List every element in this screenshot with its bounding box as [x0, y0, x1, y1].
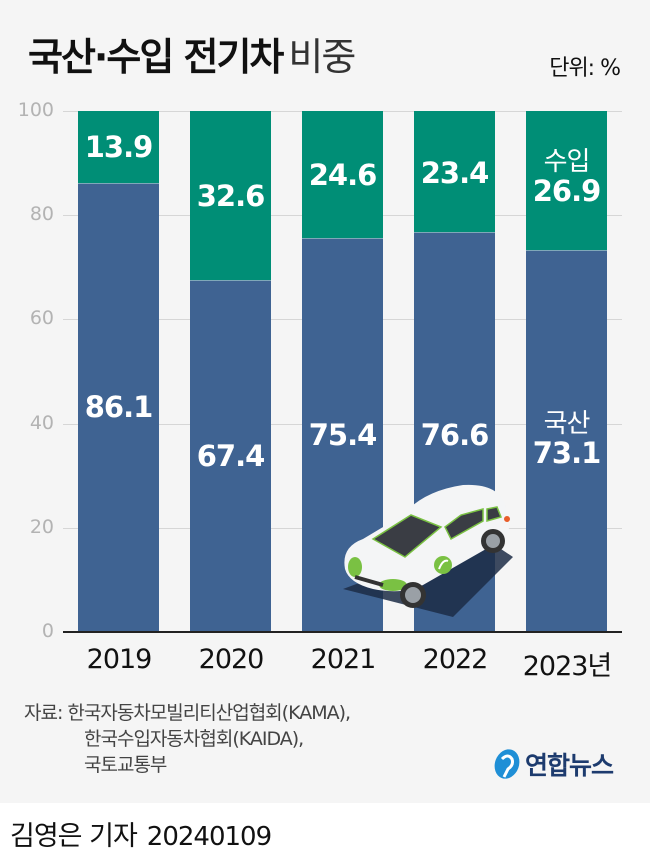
segment-import-2021 [302, 111, 383, 239]
legend-import-label: 수입 [543, 147, 591, 177]
logo-text: 연합뉴스 [525, 751, 614, 780]
segment-domestic-2020 [190, 281, 271, 632]
source-line-3: 국토교통부 [84, 754, 167, 776]
yonhap-globe-icon [494, 749, 520, 779]
value-import-2019: 13.9 [84, 130, 154, 164]
value-domestic-2019: 86.1 [84, 390, 154, 424]
publish-date: 20240109 [146, 822, 272, 852]
xtick-2022: 2022 [422, 644, 489, 675]
segment-domestic-2023 [526, 251, 607, 632]
segment-import-2019 [78, 111, 159, 184]
bar-2023: 수입 26.9 국산 73.1 [526, 111, 607, 632]
bar-2019: 13.9 86.1 [78, 111, 159, 632]
value-domestic-2021: 75.4 [308, 418, 378, 452]
segment-import-2023 [526, 111, 607, 251]
yonhap-logo: 연합뉴스 [492, 746, 614, 782]
xtick-2020: 2020 [198, 644, 265, 675]
segment-import-2020 [190, 111, 271, 281]
reporter-name: 김영은 기자 [10, 821, 138, 852]
ytick-40: 40 [29, 412, 54, 434]
source-label: 자료: [24, 702, 63, 724]
segment-domestic-2019 [78, 184, 159, 632]
ytick-100: 100 [17, 99, 54, 121]
plot-area: 100 80 60 40 20 0 13.9 86.1 32.6 67.4 24… [17, 99, 622, 682]
segment-import-2022 [414, 111, 495, 233]
value-import-2020: 32.6 [196, 179, 266, 213]
ytick-20: 20 [29, 516, 54, 538]
x-axis-line [63, 631, 622, 633]
source-note: 자료: 한국자동차모빌리티산업협회(KAMA), 한국수입자동차협회(KAIDA… [24, 700, 351, 778]
unit-label: 단위: % [549, 56, 621, 81]
xtick-2019: 2019 [86, 644, 153, 675]
source-line-1: 한국자동차모빌리티산업협회(KAMA), [67, 702, 351, 724]
value-domestic-2020: 67.4 [196, 439, 266, 473]
bar-2020: 32.6 67.4 [190, 111, 271, 632]
value-import-2022: 23.4 [420, 156, 490, 190]
ytick-80: 80 [29, 203, 54, 225]
title-light: 비중 [288, 35, 356, 79]
value-domestic-2023: 국산 73.1 [526, 411, 607, 468]
xtick-2021: 2021 [310, 644, 377, 675]
byline: 김영은 기자 20240109 [10, 814, 272, 853]
ytick-60: 60 [29, 307, 54, 329]
ytick-0: 0 [41, 620, 54, 642]
chart-title: 국산·수입 전기차 비중 [28, 26, 356, 81]
value-import-2023: 수입 26.9 [526, 149, 607, 206]
electric-car-icon [343, 484, 513, 617]
source-line-2: 한국수입자동차협회(KAIDA), [84, 728, 304, 750]
value-import-2021: 24.6 [308, 158, 378, 192]
xtick-2023: 2023년 [522, 651, 613, 682]
legend-domestic-label: 국산 [543, 409, 591, 439]
value-domestic-2022: 76.6 [420, 418, 490, 452]
title-bold: 국산·수입 전기차 [28, 35, 284, 79]
